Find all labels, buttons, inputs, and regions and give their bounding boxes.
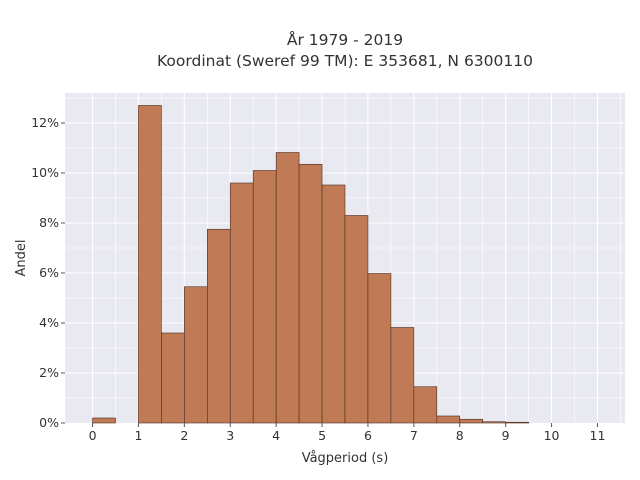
- x-tick-label: 10: [544, 428, 560, 443]
- x-tick-label: 9: [502, 428, 510, 443]
- x-axis-label: Vågperiod (s): [302, 451, 389, 466]
- histogram-bar: [390, 327, 415, 424]
- chart-subtitle: Koordinat (Sweref 99 TM): E 353681, N 63…: [157, 52, 533, 70]
- y-axis-label: Andel: [14, 240, 29, 277]
- y-tick-label: 8%: [39, 215, 59, 230]
- histogram-bar: [138, 105, 162, 424]
- y-axis-ticks: 0% 2% 4% 6% 8% 10% 12%: [31, 115, 65, 430]
- histogram-bar: [161, 332, 185, 424]
- x-tick-label: 1: [134, 428, 142, 443]
- histogram-bar: [459, 418, 484, 424]
- histogram-bar: [206, 228, 231, 424]
- x-axis-ticks: 0 1 2 3 4 5 6 7 8 9 10 11: [89, 423, 606, 443]
- y-tick-label: 2%: [39, 365, 59, 380]
- y-tick-label: 12%: [31, 115, 59, 130]
- histogram-bar: [184, 286, 208, 424]
- x-tick-label: 11: [590, 428, 606, 443]
- histogram-bar: [413, 386, 438, 424]
- y-tick-label: 6%: [39, 265, 59, 280]
- histogram-bar: [229, 182, 254, 424]
- x-tick-label: 3: [226, 428, 234, 443]
- histogram-bar: [436, 415, 461, 424]
- y-tick-label: 0%: [39, 415, 59, 430]
- y-tick-label: 4%: [39, 315, 59, 330]
- x-tick-label: 7: [410, 428, 418, 443]
- x-tick-label: 6: [364, 428, 372, 443]
- histogram-bar: [344, 215, 369, 424]
- x-tick-label: 0: [89, 428, 97, 443]
- y-tick-label: 10%: [31, 165, 59, 180]
- chart-title: År 1979 - 2019: [287, 30, 403, 49]
- x-tick-label: 4: [272, 428, 280, 443]
- bars: [92, 105, 529, 424]
- histogram-bar: [298, 163, 323, 424]
- histogram-bar: [482, 421, 506, 424]
- x-tick-label: 2: [180, 428, 188, 443]
- histogram-bar: [505, 421, 529, 424]
- x-tick-label: 8: [456, 428, 464, 443]
- histogram-bar: [367, 273, 392, 424]
- histogram-bar: [275, 152, 300, 424]
- histogram-bar: [321, 184, 346, 424]
- histogram-bar: [252, 170, 277, 424]
- histogram-bar: [92, 417, 116, 424]
- x-tick-label: 5: [318, 428, 326, 443]
